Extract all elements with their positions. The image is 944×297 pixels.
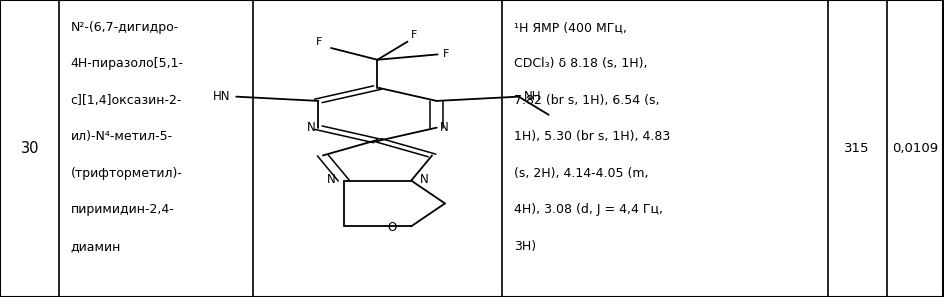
Text: 30: 30 [21,141,39,156]
Text: N: N [440,121,448,134]
Text: ¹Н ЯМР (400 МГц,: ¹Н ЯМР (400 МГц, [514,21,627,34]
Text: N²-(6,7-дигидро-: N²-(6,7-дигидро- [71,21,179,34]
Text: F: F [412,30,417,40]
Text: диамин: диамин [71,240,121,253]
Text: N: N [307,121,315,134]
Text: c][1,4]оксазин-2-: c][1,4]оксазин-2- [71,94,182,107]
Text: HN: HN [213,90,230,103]
Text: NH: NH [524,90,542,103]
Text: 4H-пиразоло[5,1-: 4H-пиразоло[5,1- [71,57,184,70]
Text: 7.82 (br s, 1H), 6.54 (s,: 7.82 (br s, 1H), 6.54 (s, [514,94,659,107]
Text: F: F [315,37,322,47]
Text: 315: 315 [845,142,870,155]
Text: (трифторметил)-: (трифторметил)- [71,167,182,180]
Text: 4H), 3.08 (d, J = 4,4 Гц,: 4H), 3.08 (d, J = 4,4 Гц, [514,203,663,216]
Text: N: N [420,173,429,186]
Text: N: N [327,173,335,186]
Text: 1H), 5.30 (br s, 1H), 4.83: 1H), 5.30 (br s, 1H), 4.83 [514,130,670,143]
Text: 3H): 3H) [514,240,536,253]
Text: O: O [387,221,396,234]
Text: пиримидин-2,4-: пиримидин-2,4- [71,203,175,216]
Text: (s, 2H), 4.14-4.05 (m,: (s, 2H), 4.14-4.05 (m, [514,167,649,180]
Text: ил)-N⁴-метил-5-: ил)-N⁴-метил-5- [71,130,173,143]
Text: F: F [444,49,449,59]
Text: CDCl₃) δ 8.18 (s, 1H),: CDCl₃) δ 8.18 (s, 1H), [514,57,648,70]
Text: 0,0109: 0,0109 [892,142,937,155]
